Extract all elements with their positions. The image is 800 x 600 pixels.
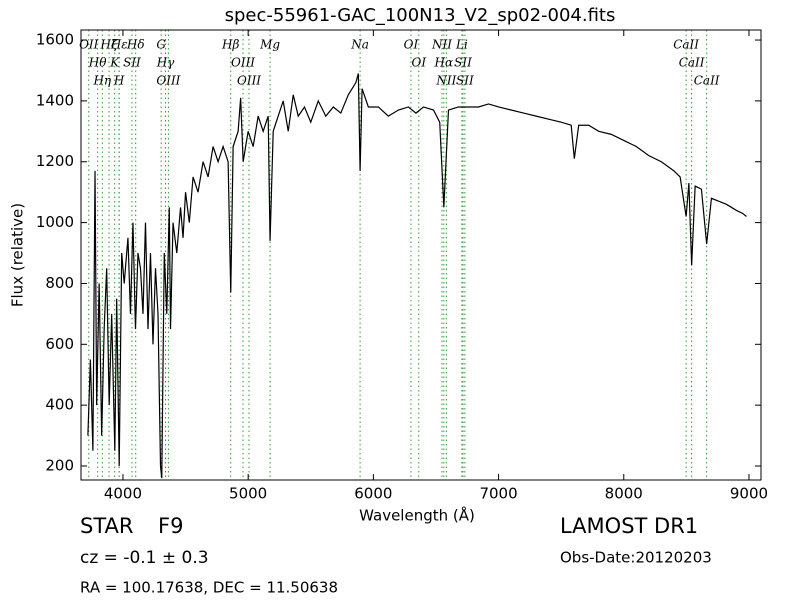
spectral-line-label: Na <box>350 38 369 52</box>
spectral-line-label: SII <box>456 74 474 88</box>
spectral-line-label: Li <box>455 38 468 52</box>
spectral-line-label: SII <box>454 56 472 70</box>
x-axis-label: Wavelength (Å) <box>359 506 475 525</box>
spectral-line-label: Hγ <box>156 56 175 70</box>
spectrum <box>87 73 747 479</box>
y-tick-label: 800 <box>45 274 74 292</box>
x-tick-label: 6000 <box>354 485 392 503</box>
spectral-line-label: Hα <box>434 56 454 70</box>
spectral-line-label: NII <box>435 74 456 88</box>
y-tick-label: 1600 <box>36 31 74 49</box>
chart-title: spec-55961-GAC_100N13_V2_sp02-004.fits <box>225 5 616 26</box>
spectral-line-label: OI <box>412 56 427 70</box>
spectral-line-label: NII <box>431 38 452 52</box>
spectral-line-label: Hε <box>110 38 128 52</box>
spectral-line-label: Hη <box>92 74 111 88</box>
y-tick-label: 1000 <box>36 213 74 231</box>
object-type: STAR <box>80 514 133 538</box>
spectral-line-label: CaII <box>679 56 705 70</box>
y-tick-label: 1200 <box>36 152 74 170</box>
spectral-line-label: OIII <box>237 74 261 88</box>
spectral-line-label: Hδ <box>126 38 145 52</box>
obs-date: Obs-Date:20120203 <box>560 549 712 567</box>
spectral-line-label: G <box>156 38 166 52</box>
y-tick-label: 1400 <box>36 91 74 109</box>
x-tick-label: 5000 <box>229 485 267 503</box>
spectral-line-label: H <box>113 74 125 88</box>
plot-frame <box>80 29 762 481</box>
spectral-line-label: OIII <box>156 74 180 88</box>
spectral-line-label: Mg <box>259 38 280 52</box>
spectral-line-label: CaII <box>673 38 699 52</box>
spectral-line-label: Hβ <box>221 38 239 52</box>
plot-area <box>87 30 747 480</box>
spectral-line-label: OI <box>404 38 419 52</box>
redshift: cz = -0.1 ± 0.3 <box>80 548 209 568</box>
y-axis-label: Flux (relative) <box>9 203 27 307</box>
coordinates: RA = 100.17638, DEC = 11.50638 <box>80 579 338 597</box>
spectral-line-label: OIII <box>231 56 255 70</box>
spectral-line-label: OII <box>79 38 99 52</box>
survey: LAMOST DR1 <box>560 514 698 538</box>
spectral-line-label: K <box>109 56 120 70</box>
spectral-line-label: CaII <box>694 74 720 88</box>
subclass: F9 <box>158 514 183 538</box>
y-tick-label: 400 <box>45 396 74 414</box>
x-tick-label: 9000 <box>730 485 768 503</box>
spectral-line-label: Hζ <box>100 38 119 52</box>
x-tick-label: 4000 <box>104 485 142 503</box>
x-tick-label: 7000 <box>479 485 517 503</box>
spectral-line-label: Hθ <box>88 56 107 70</box>
y-tick-label: 600 <box>45 335 74 353</box>
spectral-line-label: SII <box>123 56 141 70</box>
y-tick-label: 200 <box>45 457 74 475</box>
x-tick-label: 8000 <box>605 485 643 503</box>
